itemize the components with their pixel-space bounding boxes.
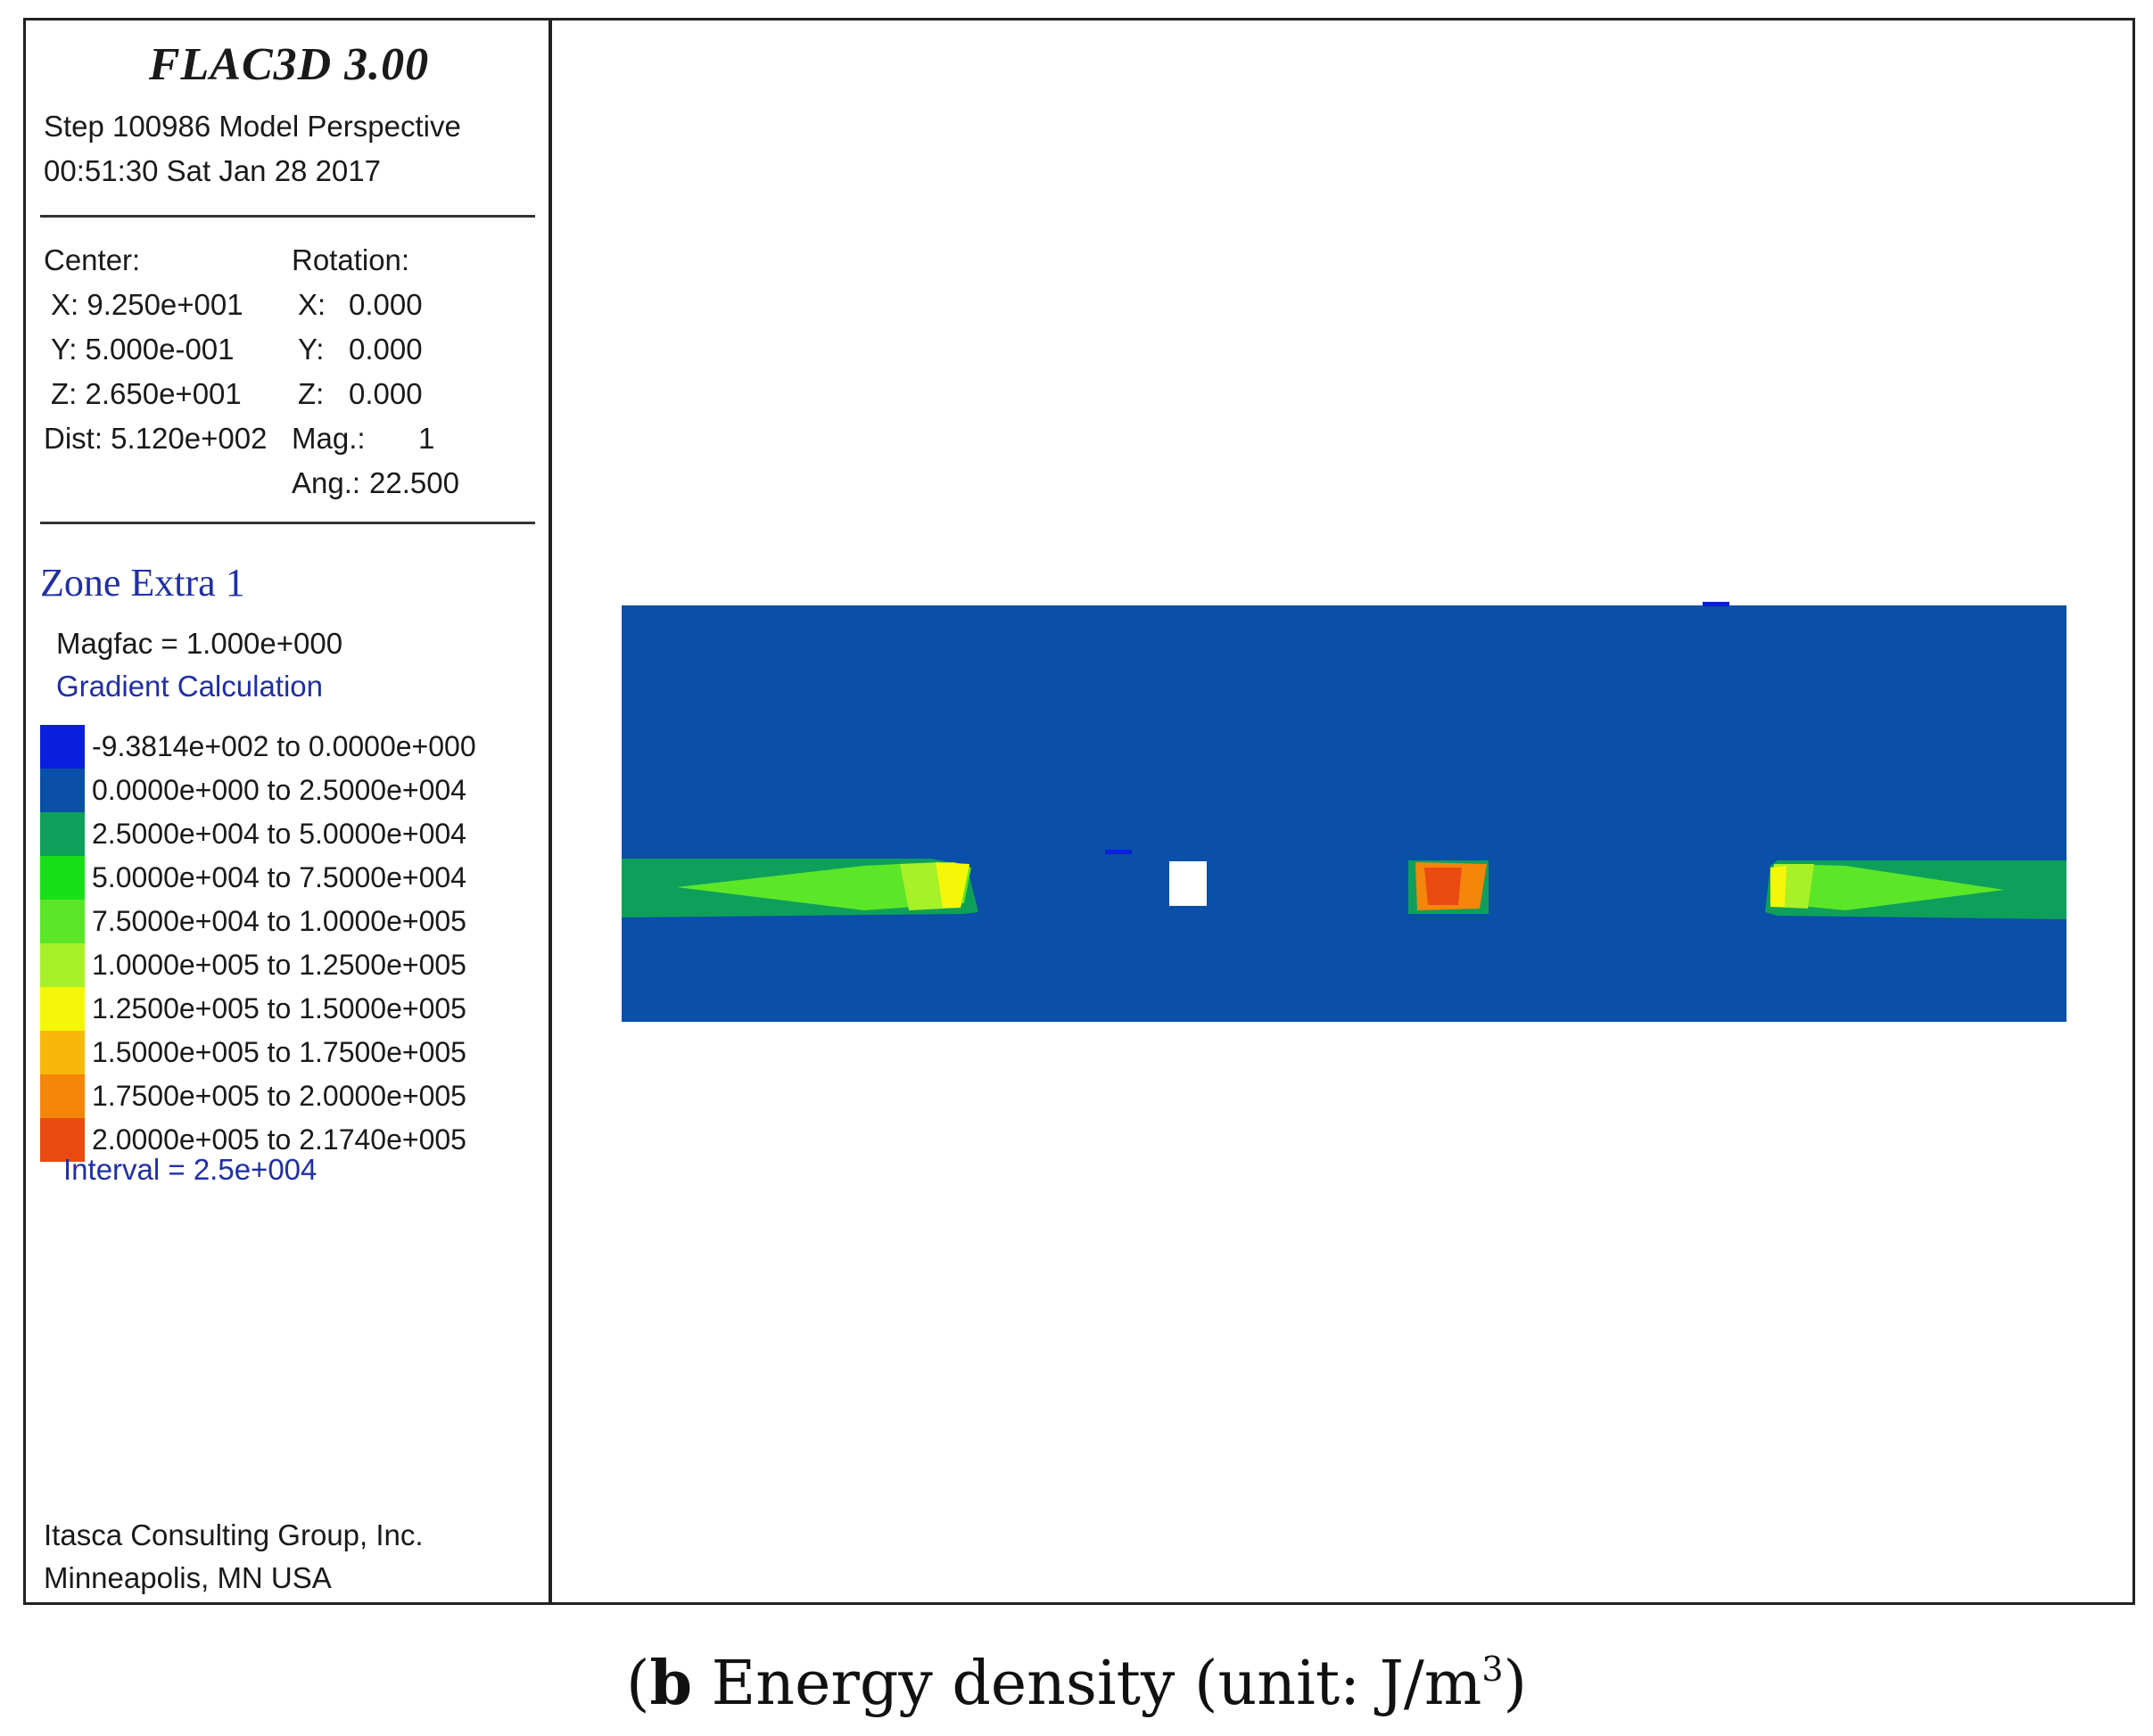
rotation-z-label: Z:	[298, 377, 325, 410]
legend-swatch	[40, 987, 85, 1031]
timestamp: 00:51:30 Sat Jan 28 2017	[44, 154, 381, 187]
company-location: Minneapolis, MN USA	[44, 1561, 332, 1594]
legend-row: 2.5000e+004 to 5.0000e+004	[40, 812, 540, 856]
energy-density-contour	[622, 602, 2066, 1022]
legend-row: 1.0000e+005 to 1.2500e+005	[40, 943, 540, 987]
rotation-y-label: Y:	[298, 333, 325, 366]
legend-row: 0.0000e+000 to 2.5000e+004	[40, 769, 540, 812]
divider	[40, 522, 535, 524]
rotation-y-value: 0.000	[349, 333, 423, 366]
legend-swatch	[40, 1031, 85, 1074]
legend-range: 5.0000e+004 to 7.5000e+004	[92, 861, 466, 893]
rotation-x-label: X:	[298, 288, 326, 321]
ang-value: 22.500	[369, 466, 459, 499]
high-energy-zone	[1772, 864, 2004, 910]
zone-title: Zone Extra 1	[40, 561, 245, 605]
interval: Interval = 2.5e+004	[63, 1153, 318, 1186]
caption-superscript: 3	[1481, 1650, 1504, 1689]
mag-value: 1	[418, 422, 435, 455]
mag-label: Mag.:	[292, 422, 366, 455]
center-z: Z: 2.650e+001	[51, 377, 242, 410]
step-line: Step 100986 Model Perspective	[44, 110, 461, 143]
high-energy-zone	[1424, 868, 1462, 905]
legend-range: 0.0000e+000 to 2.5000e+004	[92, 774, 466, 806]
center-dist: Dist: 5.120e+002	[44, 422, 268, 455]
figure-caption: (b Energy density (unit: J/m3)	[625, 1648, 1528, 1719]
legend-swatch	[40, 1074, 85, 1118]
model-viewport	[552, 21, 2132, 1602]
legend-range: -9.3814e+002 to 0.0000e+000	[92, 730, 476, 762]
high-energy-zone	[1770, 866, 1786, 907]
legend-row: -9.3814e+002 to 0.0000e+000	[40, 725, 540, 769]
legend-swatch	[40, 1118, 85, 1162]
software-title: FLAC3D 3.00	[148, 39, 430, 90]
rotation-z-value: 0.000	[349, 377, 423, 410]
legend-range: 1.0000e+005 to 1.2500e+005	[92, 949, 466, 981]
legend-swatch	[40, 812, 85, 856]
rotation-x-value: 0.000	[349, 288, 423, 321]
legend-row: 1.7500e+005 to 2.0000e+005	[40, 1074, 540, 1118]
gradient-label: Gradient Calculation	[56, 670, 323, 703]
legend-swatch	[40, 856, 85, 900]
rotation-label: Rotation:	[292, 243, 410, 276]
company-name: Itasca Consulting Group, Inc.	[44, 1518, 424, 1551]
center-y: Y: 5.000e-001	[51, 333, 235, 366]
center-x: X: 9.250e+001	[51, 288, 243, 321]
divider	[40, 215, 535, 218]
caption-close: )	[1503, 1649, 1528, 1719]
model-body	[622, 605, 2066, 1022]
legend-swatch	[40, 943, 85, 987]
info-panel: FLAC3D 3.00 Step 100986 Model Perspectiv…	[26, 21, 552, 1602]
roadway-opening	[1169, 861, 1207, 906]
legend-swatch	[40, 900, 85, 943]
legend-range: 7.5000e+004 to 1.0000e+005	[92, 905, 466, 937]
caption-text: Energy density (unit: J/m	[692, 1649, 1482, 1719]
low-energy-zone	[1703, 602, 1729, 606]
legend-row: 7.5000e+004 to 1.0000e+005	[40, 900, 540, 943]
ang-label: Ang.:	[292, 466, 361, 499]
legend-row: 1.5000e+005 to 1.7500e+005	[40, 1031, 540, 1074]
legend-range: 2.5000e+004 to 5.0000e+004	[92, 818, 466, 850]
low-energy-zone	[1105, 850, 1132, 854]
legend-row: 5.0000e+004 to 7.5000e+004	[40, 856, 540, 900]
high-energy-zone	[677, 862, 971, 910]
legend-swatch	[40, 725, 85, 769]
legend-range: 1.2500e+005 to 1.5000e+005	[92, 992, 466, 1024]
legend-swatch	[40, 769, 85, 812]
legend-range: 1.5000e+005 to 1.7500e+005	[92, 1036, 466, 1068]
legend-row: 1.2500e+005 to 1.5000e+005	[40, 987, 540, 1031]
legend-row: 2.0000e+005 to 2.1740e+005	[40, 1118, 540, 1162]
high-energy-zone	[936, 862, 969, 908]
legend-range: 1.7500e+005 to 2.0000e+005	[92, 1080, 466, 1112]
legend-range: 2.0000e+005 to 2.1740e+005	[92, 1123, 466, 1156]
magfac: Magfac = 1.000e+000	[56, 627, 343, 660]
center-label: Center:	[44, 243, 141, 276]
caption-label: b	[649, 1648, 693, 1719]
plot-frame: FLAC3D 3.00 Step 100986 Model Perspectiv…	[23, 18, 2135, 1605]
